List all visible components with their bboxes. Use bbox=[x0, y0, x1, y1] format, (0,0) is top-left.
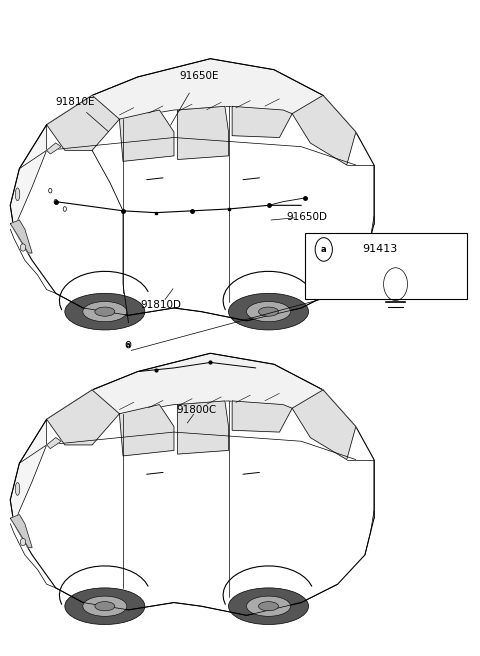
Polygon shape bbox=[47, 438, 61, 449]
FancyBboxPatch shape bbox=[305, 233, 468, 298]
Text: a: a bbox=[126, 342, 131, 348]
Ellipse shape bbox=[15, 188, 20, 201]
Polygon shape bbox=[232, 106, 292, 138]
Polygon shape bbox=[92, 354, 323, 414]
Polygon shape bbox=[120, 110, 174, 161]
Ellipse shape bbox=[95, 307, 115, 316]
Text: 91810E: 91810E bbox=[55, 97, 95, 107]
Ellipse shape bbox=[95, 602, 115, 611]
Polygon shape bbox=[232, 401, 292, 432]
Polygon shape bbox=[47, 143, 61, 154]
Ellipse shape bbox=[65, 588, 145, 625]
Polygon shape bbox=[10, 125, 47, 229]
Ellipse shape bbox=[247, 596, 290, 616]
Ellipse shape bbox=[20, 539, 26, 546]
Ellipse shape bbox=[65, 293, 145, 330]
Polygon shape bbox=[10, 58, 374, 321]
Text: 91810D: 91810D bbox=[141, 300, 181, 310]
Polygon shape bbox=[10, 220, 32, 253]
Text: 91413: 91413 bbox=[362, 245, 397, 255]
Ellipse shape bbox=[259, 307, 278, 316]
Ellipse shape bbox=[228, 588, 309, 625]
Ellipse shape bbox=[15, 483, 20, 495]
Polygon shape bbox=[292, 95, 356, 165]
Polygon shape bbox=[10, 419, 47, 523]
Polygon shape bbox=[47, 95, 120, 150]
Text: 91650D: 91650D bbox=[287, 212, 327, 222]
Polygon shape bbox=[92, 58, 323, 119]
Polygon shape bbox=[10, 514, 32, 548]
Polygon shape bbox=[178, 401, 228, 454]
Text: 91650E: 91650E bbox=[180, 71, 219, 81]
Polygon shape bbox=[10, 354, 374, 615]
Ellipse shape bbox=[259, 602, 278, 611]
Polygon shape bbox=[47, 390, 120, 445]
Ellipse shape bbox=[20, 244, 26, 251]
Ellipse shape bbox=[247, 302, 290, 321]
Ellipse shape bbox=[83, 302, 127, 321]
Polygon shape bbox=[120, 405, 174, 456]
Ellipse shape bbox=[83, 596, 127, 616]
Text: a: a bbox=[321, 245, 326, 254]
Ellipse shape bbox=[228, 293, 309, 330]
Polygon shape bbox=[178, 106, 228, 159]
Polygon shape bbox=[292, 390, 356, 460]
Text: 91800C: 91800C bbox=[177, 405, 217, 415]
